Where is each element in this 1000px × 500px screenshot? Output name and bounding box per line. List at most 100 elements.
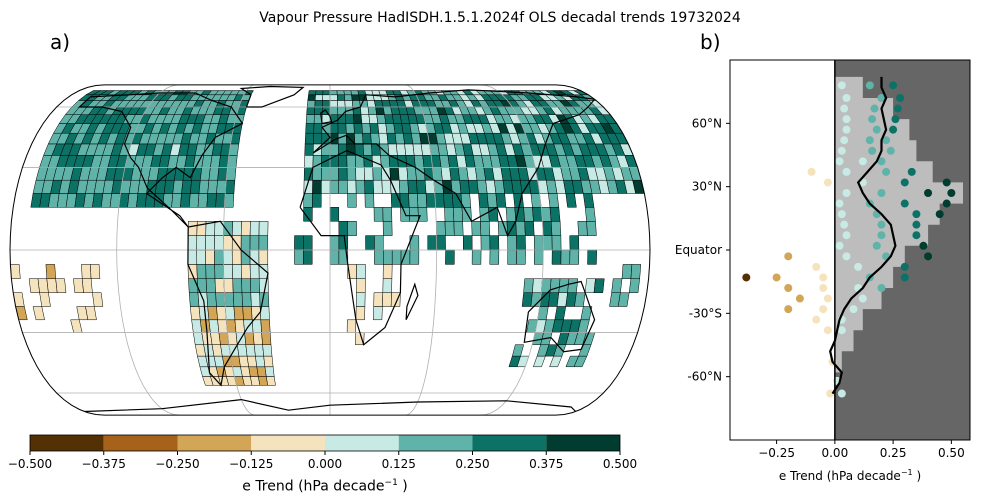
- zonal-point: [872, 125, 881, 134]
- zonal-point: [882, 167, 891, 176]
- zonal-point: [795, 294, 804, 303]
- grid-cell: [583, 193, 595, 208]
- grid-cell: [322, 90, 331, 96]
- grid-cell: [312, 179, 322, 194]
- grid-cell: [580, 306, 593, 321]
- grid-cell: [398, 179, 409, 194]
- grid-cell: [424, 179, 436, 194]
- x-tick-label: 0.00: [821, 446, 848, 460]
- grid-cell: [549, 278, 561, 293]
- grid-cell: [391, 249, 402, 265]
- grid-cell: [206, 292, 217, 307]
- coastline: [187, 220, 269, 387]
- grid-cell: [216, 179, 227, 194]
- grid-cell: [425, 193, 436, 208]
- zonal-point: [877, 189, 886, 197]
- grid-cell: [507, 235, 517, 251]
- zonal-point: [742, 273, 751, 282]
- grid-cell: [396, 143, 407, 156]
- grid-cell: [386, 132, 397, 145]
- grid-cell: [187, 235, 198, 251]
- grid-cell: [81, 278, 93, 293]
- zonal-point: [893, 104, 902, 113]
- grid-cell: [374, 249, 384, 265]
- grid-cell: [163, 179, 175, 194]
- grid-cell: [223, 278, 234, 293]
- grid-cell: [329, 123, 339, 134]
- grid-cell: [478, 193, 489, 208]
- zonal-point: [868, 146, 877, 155]
- world-map: [9, 84, 651, 416]
- grid-cell: [406, 167, 417, 181]
- grid-cell: [263, 355, 274, 368]
- zonal-point: [858, 157, 867, 166]
- shade-light: [834, 76, 963, 394]
- colorbar-segment: [30, 435, 104, 451]
- x-tick-label: 0.25: [880, 446, 907, 460]
- grid-cell: [383, 249, 393, 265]
- grid-cell: [329, 235, 340, 251]
- grid-cell: [322, 94, 331, 101]
- zonal-point: [877, 220, 886, 229]
- grid-cell: [360, 106, 370, 115]
- grid-cell: [621, 264, 633, 279]
- grid-cell: [382, 292, 392, 307]
- grid-cell: [232, 264, 242, 279]
- grid-cell: [515, 221, 526, 236]
- grid-cell: [351, 94, 360, 101]
- grid-cell: [205, 264, 216, 279]
- zonal-point: [842, 115, 851, 124]
- zonal-point: [784, 305, 793, 314]
- grid-cell: [356, 264, 366, 279]
- grid-cell: [206, 193, 217, 208]
- grid-cell: [611, 278, 623, 293]
- grid-cell: [303, 249, 313, 265]
- zonal-point: [882, 136, 891, 145]
- grid-cell: [346, 155, 356, 168]
- colorbar-tick-label: 0.125: [382, 457, 416, 471]
- grid-cell: [136, 193, 147, 208]
- grid-cell: [354, 132, 364, 145]
- trend-grid-cells: [10, 90, 645, 386]
- grid-cell: [312, 167, 322, 181]
- grid-cell: [417, 193, 428, 208]
- colorbar-tick-label: −0.250: [155, 457, 199, 471]
- grid-cell: [372, 167, 383, 181]
- y-tick-label: -30°S: [689, 306, 722, 320]
- grid-cell: [523, 278, 534, 293]
- grid-cell: [313, 132, 323, 145]
- zonal-point: [889, 81, 898, 90]
- grid-cell: [578, 344, 592, 357]
- grid-cell: [584, 207, 596, 222]
- grid-cell: [471, 249, 482, 265]
- grid-cell: [368, 114, 379, 124]
- grid-cell: [577, 221, 588, 236]
- grid-cell: [548, 193, 560, 208]
- panel-b-label: b): [700, 30, 721, 54]
- grid-cell: [252, 332, 263, 345]
- y-tick-label: -60°N: [687, 370, 722, 384]
- grid-cell: [303, 167, 314, 181]
- grid-cell: [196, 221, 207, 236]
- zonal-point: [842, 231, 851, 240]
- grid-cell: [172, 179, 184, 194]
- zonal-point: [889, 125, 898, 134]
- zonal-point: [912, 210, 921, 219]
- meridian-line: [222, 84, 255, 416]
- grid-cell: [249, 264, 260, 279]
- grid-cell: [382, 207, 393, 222]
- grid-cell: [241, 292, 252, 307]
- zonal-point: [942, 178, 951, 187]
- grid-cell: [345, 114, 355, 124]
- grid-cell: [511, 344, 525, 357]
- grid-cell: [462, 235, 473, 251]
- grid-cell: [355, 167, 365, 181]
- grid-cell: [250, 292, 261, 307]
- grid-cell: [351, 100, 361, 108]
- grid-cell: [374, 235, 384, 251]
- grid-cell: [223, 249, 233, 265]
- zonal-point: [842, 167, 851, 176]
- grid-cell: [329, 100, 338, 108]
- zonal-point: [858, 294, 867, 303]
- zonal-point: [919, 241, 928, 250]
